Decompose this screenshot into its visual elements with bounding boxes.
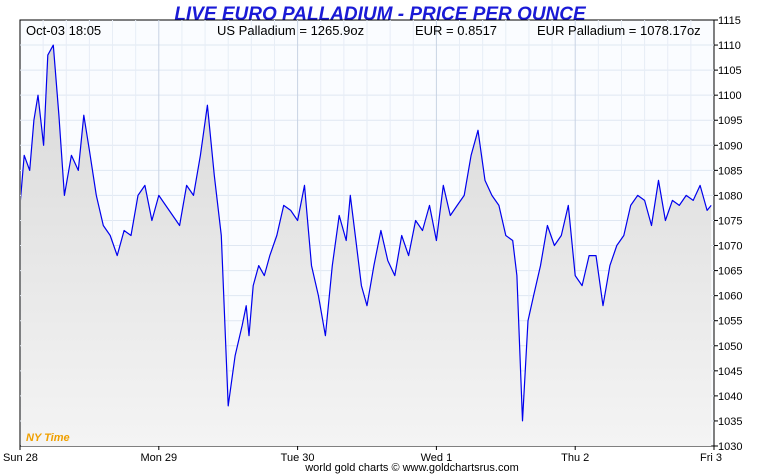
y-tick-label: 1085 xyxy=(718,165,742,177)
y-tick-label: 1095 xyxy=(718,115,742,127)
info-eur-rate: EUR = 0.8517 xyxy=(415,23,497,38)
x-tick-label: Tue 30 xyxy=(281,452,315,464)
y-tick-label: 1090 xyxy=(718,140,742,152)
y-tick-label: 1070 xyxy=(718,241,742,253)
x-tick-label: Fri 3 xyxy=(700,452,722,464)
x-axis: Sun 28 Mon 29 Tue 30 Wed 1 Thu 2 Fri 3 xyxy=(3,446,722,464)
y-tick-label: 1080 xyxy=(718,190,742,202)
price-area-fill xyxy=(21,45,712,446)
y-tick-label: 1115 xyxy=(718,15,741,27)
y-tick-label: 1110 xyxy=(718,40,741,52)
y-tick-label: 1075 xyxy=(718,215,742,227)
y-tick-label: 1035 xyxy=(718,416,742,428)
x-tick-label: Mon 29 xyxy=(140,452,177,464)
y-tick-label: 1045 xyxy=(718,366,742,378)
y-axis: 1030 1035 1040 1045 1050 1055 1060 1065 1070 1075… xyxy=(714,15,742,453)
info-us-palladium: US Palladium = 1265.9oz xyxy=(217,23,364,38)
info-eur-palladium: EUR Palladium = 1078.17oz xyxy=(537,23,701,38)
price-series-line xyxy=(21,44,712,422)
x-tick-label: Sun 28 xyxy=(3,452,38,464)
y-tick-label: 1065 xyxy=(718,266,742,278)
x-tick-label: Thu 2 xyxy=(561,452,589,464)
info-datetime: Oct-03 18:05 xyxy=(26,23,101,38)
y-tick-label: 1100 xyxy=(718,90,742,102)
y-tick-label: 1060 xyxy=(718,291,742,303)
y-tick-label: 1050 xyxy=(718,341,742,353)
y-tick-label: 1030 xyxy=(718,441,742,453)
price-line-group xyxy=(21,44,712,422)
x-tick-label: Wed 1 xyxy=(421,452,453,464)
y-tick-label: 1105 xyxy=(718,65,742,77)
price-area-group xyxy=(21,45,712,446)
footer-credit: world gold charts © www.goldchartsrus.co… xyxy=(304,462,519,474)
y-tick-label: 1040 xyxy=(718,391,742,403)
y-tick-label: 1055 xyxy=(718,316,742,328)
timezone-label: NY Time xyxy=(26,432,70,444)
